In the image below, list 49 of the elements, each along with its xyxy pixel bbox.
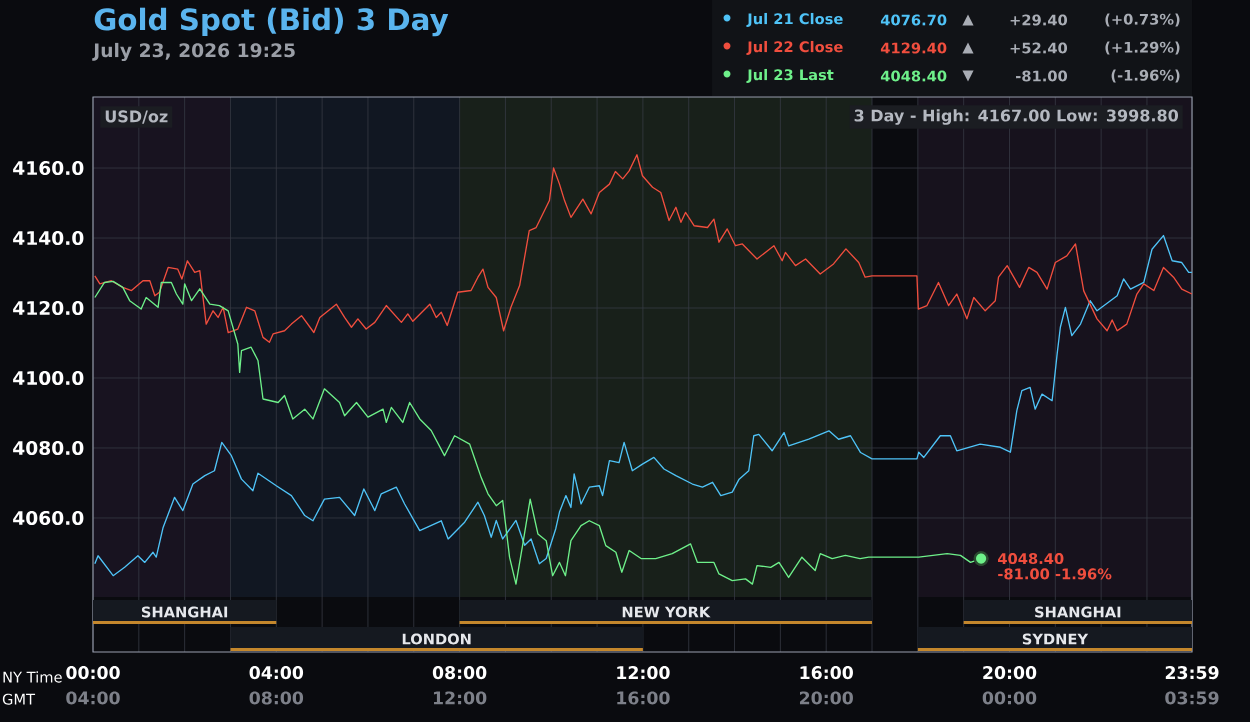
x2-axis-title: GMT xyxy=(2,693,36,705)
band-label: SHANGHAI xyxy=(141,606,228,618)
x2-tick-label: 00:00 xyxy=(982,691,1037,705)
y-tick-label: 4160.0 xyxy=(13,160,84,176)
y-tick-label: 4140.0 xyxy=(13,230,84,246)
text: +52.40 xyxy=(1010,42,1068,54)
text: (-1.96%) xyxy=(1111,69,1180,83)
x-axis-title: NY Time xyxy=(3,671,62,683)
y-tick-label: 4060.0 xyxy=(13,510,84,526)
text: ▲ xyxy=(962,42,974,54)
y-tick-label: 4120.0 xyxy=(13,300,84,316)
legend-label: Jul 22 Close xyxy=(746,40,843,56)
line-series xyxy=(94,154,1193,343)
annotation: USD/oz xyxy=(105,110,168,124)
x-tick-label: 08:00 xyxy=(432,666,487,680)
annotation: 4048.40 xyxy=(998,553,1064,565)
y-tick-label: 4100.0 xyxy=(13,370,84,386)
annotation: 3 Day - High: 4167.00 Low: 3998.80 xyxy=(854,109,1179,125)
band-label: SHANGHAI xyxy=(1035,606,1121,618)
x-tick-label: 23:59 xyxy=(1165,666,1219,680)
x-tick-label: 12:00 xyxy=(617,666,670,680)
band-label: SYDNEY xyxy=(1022,633,1089,645)
text: +29.40 xyxy=(1010,14,1068,26)
legend-label: Jul 23 Last xyxy=(746,68,834,84)
chart-subtitle: July 23, 2026 19:25 xyxy=(92,42,295,62)
x2-tick-label: 16:00 xyxy=(617,691,670,705)
x2-tick-label: 03:59 xyxy=(1165,691,1219,705)
chart-title: Gold Spot (Bid) 3 Day xyxy=(94,7,449,37)
text: 4076.70 xyxy=(880,14,947,26)
annotation: -81.00 -1.96% xyxy=(998,568,1112,580)
text: (+0.73%) xyxy=(1105,13,1180,27)
x-tick-label: 20:00 xyxy=(983,666,1037,680)
x-tick-label: 00:00 xyxy=(66,666,120,680)
x-tick-label: 16:00 xyxy=(800,666,853,680)
legend-label: Jul 21 Close xyxy=(746,12,843,28)
text: 4129.40 xyxy=(880,42,947,54)
x-tick-label: 04:00 xyxy=(249,666,304,680)
x2-tick-label: 08:00 xyxy=(249,691,304,705)
x2-tick-label: 12:00 xyxy=(433,691,487,705)
y-tick-label: 4080.0 xyxy=(13,440,84,456)
x2-tick-label: 20:00 xyxy=(799,691,853,705)
text: (+1.29%) xyxy=(1105,41,1180,55)
band-label: NEW YORK xyxy=(622,606,711,618)
x2-tick-label: 04:00 xyxy=(66,691,120,705)
text: 4048.40 xyxy=(880,70,947,82)
text: ▼ xyxy=(962,70,974,82)
band-label: LONDON xyxy=(402,633,471,645)
text: -81.00 xyxy=(1016,70,1068,82)
text: ▲ xyxy=(962,14,974,26)
